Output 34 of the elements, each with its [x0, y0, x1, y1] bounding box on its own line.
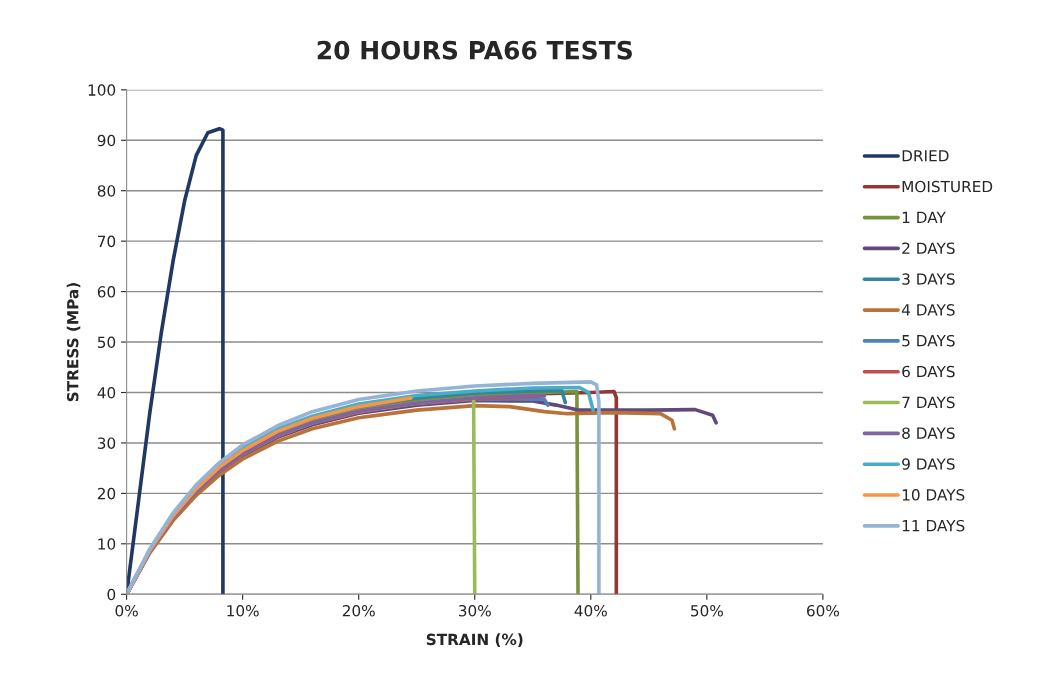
legend-label: MOISTURED	[902, 180, 993, 193]
x-axis-title: STRAIN (%)	[426, 633, 523, 647]
x-tick-label: 40%	[574, 604, 607, 617]
x-tick-label: 20%	[342, 604, 375, 617]
legend-label: 2 DAYS	[902, 242, 955, 254]
legend-label: 7 DAYS	[902, 396, 955, 409]
legend-label: 4 DAYS	[901, 304, 955, 316]
y-tick-label: 40	[97, 386, 116, 399]
y-tick-label: 90	[97, 134, 116, 147]
y-axis-title: STRESS (MPa)	[66, 283, 81, 402]
legend-label: 11 DAYS	[902, 519, 965, 532]
y-tick-label: 0	[107, 588, 116, 601]
x-tick-label: 10%	[227, 604, 259, 617]
legend-label: 8 DAYS	[902, 427, 955, 439]
x-tick-label: 0%	[115, 604, 138, 617]
y-tick-label: 10	[98, 538, 116, 550]
y-tick-label: 80	[97, 185, 116, 197]
y-tick-label: 20	[97, 487, 116, 500]
legend-label: 1 DAY	[902, 211, 946, 223]
legend-label: 10 DAYS	[902, 489, 965, 501]
y-tick-label: 30	[97, 437, 116, 449]
y-tick-label: 70	[98, 235, 116, 248]
y-tick-label: 50	[97, 336, 116, 349]
legend-label: 9 DAYS	[902, 458, 955, 470]
legend-label: 6 DAYS	[902, 365, 955, 378]
legend-label: DRIED	[902, 150, 949, 162]
y-tick-label: 60	[97, 286, 116, 298]
legend-label: 3 DAYS	[902, 273, 955, 285]
chart-title: 20 HOURS PA66 TESTS	[317, 40, 632, 60]
legend-label: 5 DAYS	[902, 334, 955, 347]
x-tick-label: 60%	[806, 604, 840, 617]
y-tick-label: 100	[88, 84, 116, 96]
x-tick-label: 50%	[691, 604, 723, 617]
x-tick-label: 30%	[458, 604, 491, 617]
